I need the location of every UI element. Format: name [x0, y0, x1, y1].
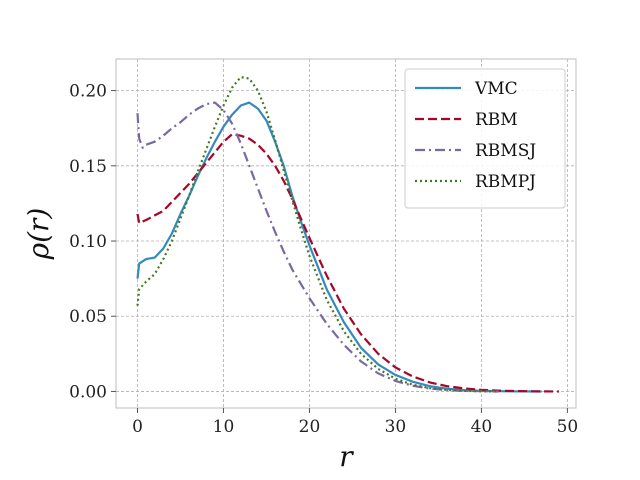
series-line-rbmpj	[136, 76, 499, 393]
y-tick-label: 0.00	[69, 382, 107, 402]
series-line-vmc	[136, 101, 542, 393]
x-tick-label: 20	[299, 417, 321, 437]
x-tick-label: 40	[471, 417, 493, 437]
y-tick-label: 0.20	[69, 82, 107, 102]
axes-border	[115, 58, 577, 409]
axes-frame	[115, 58, 577, 409]
legend-frame	[404, 68, 566, 209]
x-tick-label: 0	[132, 417, 143, 437]
x-axis-ticks: 0 10 20 30 40 50	[132, 408, 578, 437]
y-tick-label: 0.15	[69, 157, 107, 177]
legend-label-rbmpj: RBMPJ	[475, 172, 536, 192]
y-tick-label: 0.05	[69, 307, 107, 327]
grid-lines	[116, 59, 576, 408]
legend-label-vmc: VMC	[474, 79, 518, 99]
x-tick-label: 50	[557, 417, 579, 437]
legend-label-rbmsj: RBMSJ	[475, 141, 536, 161]
x-tick-label: 10	[213, 417, 235, 437]
y-axis-label: ρ(r)	[22, 208, 55, 261]
legend-label-rbm: RBM	[475, 110, 518, 130]
legend: VMC RBM RBMSJ RBMPJ	[404, 68, 566, 209]
y-tick-label: 0.10	[69, 232, 107, 252]
x-tick-label: 30	[385, 417, 407, 437]
y-axis-ticks: 0.00 0.05 0.10 0.15 0.20	[69, 82, 116, 402]
series-line-rbmsj	[136, 101, 499, 393]
series-line-rbm	[136, 133, 559, 393]
x-axis-label: r	[339, 440, 354, 473]
series-lines	[136, 76, 559, 393]
